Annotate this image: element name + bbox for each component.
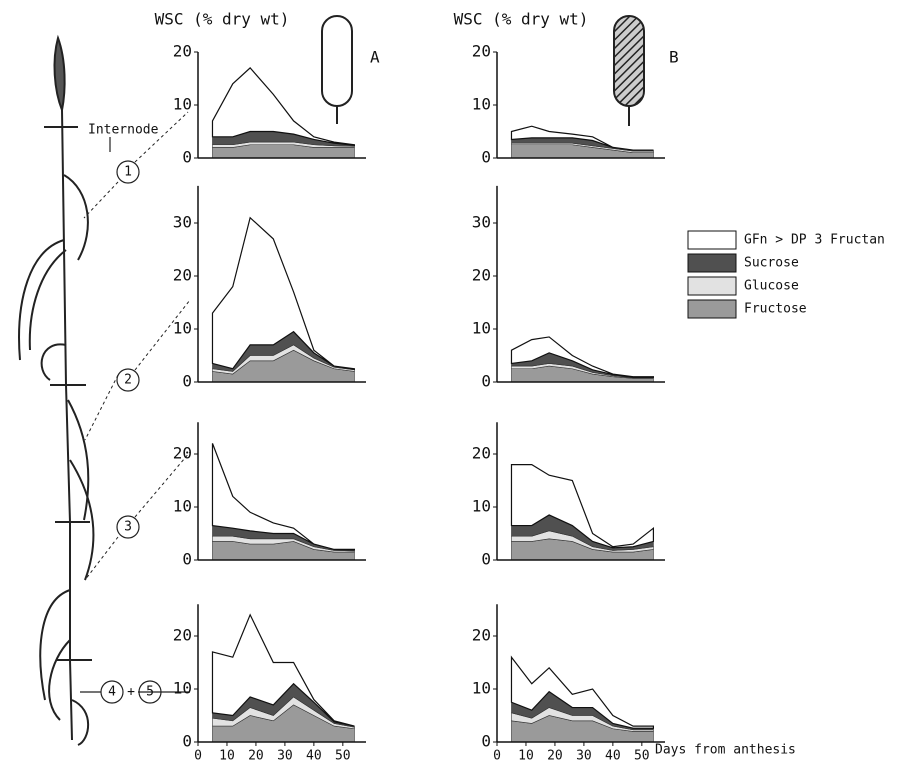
y-tick-label: 0: [481, 148, 491, 167]
x-tick-label: 10: [219, 749, 235, 764]
legend-label: Fructose: [744, 302, 807, 317]
y-tick-label: 30: [173, 213, 192, 232]
internode-number: 3: [124, 520, 132, 535]
area: [510, 464, 655, 549]
y-tick-label: 0: [182, 148, 192, 167]
y-tick-label: 20: [472, 444, 491, 463]
legend-swatch: [687, 276, 737, 296]
y-tick-label: 10: [173, 679, 192, 698]
y-tick-label: 30: [472, 213, 491, 232]
area: [211, 443, 356, 551]
y-tick-label: 10: [173, 95, 192, 114]
x-tick-label: 20: [547, 749, 563, 764]
internode-number: 2: [124, 373, 132, 388]
legend-label: GFn > DP 3 Fructan: [744, 233, 885, 248]
y-tick-label: 20: [173, 266, 192, 285]
x-tick-label: 30: [277, 749, 293, 764]
y-tick-label: 0: [182, 550, 192, 569]
y-tick-label: 10: [173, 497, 192, 516]
y-tick-label: 0: [481, 372, 491, 391]
x-tick-label: 50: [634, 749, 650, 764]
x-tick-label: 20: [248, 749, 264, 764]
y-tick-label: 20: [472, 42, 491, 61]
panel-label: B: [669, 48, 679, 67]
area: [211, 67, 356, 146]
x-tick-label: 50: [335, 749, 351, 764]
area: [510, 125, 654, 151]
chart-title: WSC (% dry wt): [454, 10, 589, 29]
y-tick-label: 0: [182, 372, 192, 391]
y-tick-label: 10: [472, 95, 491, 114]
plant-drawing: [18, 34, 95, 746]
internode-number: 4: [108, 685, 116, 700]
x-tick-label: 10: [518, 749, 534, 764]
y-tick-label: 0: [481, 732, 491, 751]
y-tick-label: 20: [472, 626, 491, 645]
area: [510, 655, 655, 729]
legend-swatch: [687, 253, 737, 273]
legend-swatch: [687, 299, 737, 319]
panel-label: A: [370, 48, 380, 67]
x-tick-label: 0: [493, 749, 501, 764]
x-axis-label: Days from anthesis: [655, 743, 796, 758]
x-tick-label: 40: [306, 749, 322, 764]
area: [510, 336, 655, 378]
internode-number: 5: [146, 685, 154, 700]
y-tick-label: 10: [472, 679, 491, 698]
internode-number: 1: [124, 165, 132, 180]
plant-links: [83, 111, 191, 581]
y-tick-label: 20: [173, 626, 192, 645]
plant-circles: [80, 137, 190, 704]
y-tick-label: 10: [472, 497, 491, 516]
y-tick-label: 20: [173, 444, 192, 463]
y-tick-label: 0: [182, 732, 192, 751]
area: [211, 613, 355, 727]
y-tick-label: 20: [173, 42, 192, 61]
stem-icon-a: [321, 15, 353, 107]
internode-joiner: +: [127, 685, 135, 700]
y-tick-label: 20: [472, 266, 491, 285]
x-tick-label: 40: [605, 749, 621, 764]
legend-label: Sucrose: [744, 256, 799, 271]
legend-swatch: [687, 230, 737, 250]
y-tick-label: 0: [481, 550, 491, 569]
x-tick-label: 30: [576, 749, 592, 764]
internode-label: Internode: [88, 123, 159, 138]
y-tick-label: 10: [472, 319, 491, 338]
x-tick-label: 0: [194, 749, 202, 764]
area: [211, 216, 356, 370]
stem-icon-b: [613, 15, 645, 107]
chart-title: WSC (% dry wt): [155, 10, 290, 29]
y-tick-label: 10: [173, 319, 192, 338]
legend-label: Glucose: [744, 279, 799, 294]
